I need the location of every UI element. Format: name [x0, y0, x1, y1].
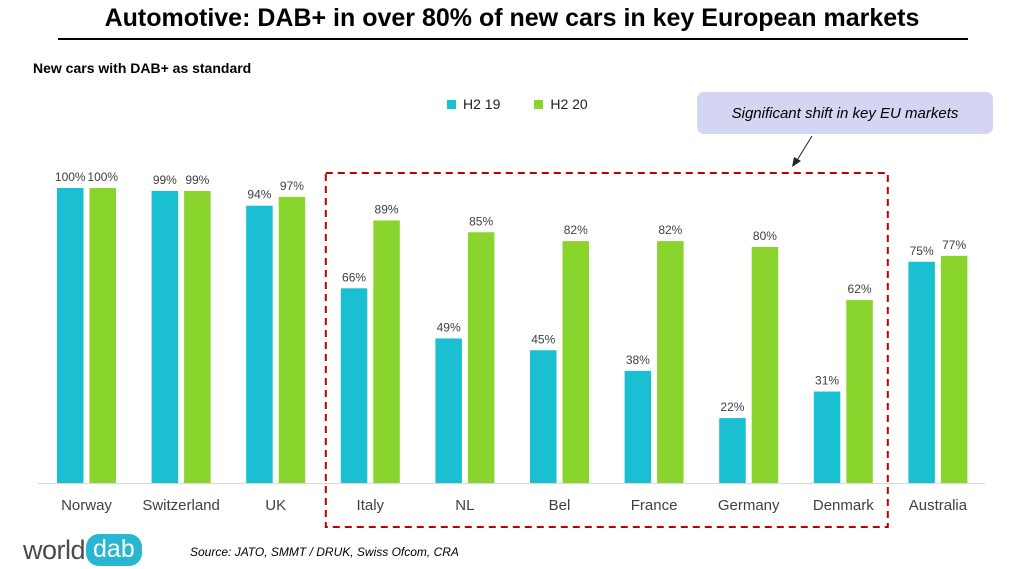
bar-france-h2-20	[657, 241, 684, 483]
bar-nl-h2-19	[435, 338, 462, 483]
data-label-germany-h2-20: 80%	[753, 229, 777, 243]
title-underline	[58, 38, 968, 40]
data-label-germany-h2-19: 22%	[720, 400, 744, 414]
x-tick-label-germany: Germany	[718, 497, 780, 514]
data-label-france-h2-19: 38%	[626, 353, 650, 367]
x-tick-label-uk: UK	[265, 497, 286, 514]
x-tick-label-australia: Australia	[909, 497, 968, 514]
bar-france-h2-19	[624, 370, 652, 483]
x-tick-label-italy: Italy	[357, 497, 385, 514]
data-label-bel-h2-20: 82%	[564, 223, 588, 237]
data-label-switzerland-h2-20: 99%	[185, 173, 209, 187]
data-label-italy-h2-19: 66%	[342, 270, 366, 284]
data-label-switzerland-h2-19: 99%	[153, 173, 177, 187]
legend-item-h2-19: H2 19	[447, 96, 500, 112]
logo-text-dab: dab	[86, 534, 142, 566]
bar-switzerland-h2-20	[184, 190, 211, 483]
callout-text: Significant shift in key EU markets	[731, 104, 959, 122]
bar-norway-h2-19	[57, 188, 84, 483]
x-tick-label-denmark: Denmark	[813, 497, 874, 514]
x-tick-label-nl: NL	[455, 497, 474, 514]
data-label-australia-h2-19: 75%	[910, 244, 934, 258]
legend-label-h2-20: H2 20	[550, 96, 588, 112]
highlight-region-box	[324, 172, 889, 528]
data-label-denmark-h2-20: 62%	[848, 282, 872, 296]
bar-switzerland-h2-19	[151, 190, 179, 483]
chart-subtitle: New cars with DAB+ as standard	[33, 60, 252, 76]
data-label-denmark-h2-19: 31%	[815, 374, 839, 388]
bar-italy-h2-19	[340, 288, 368, 483]
callout-arrow-line	[795, 135, 813, 163]
bar-australia-h2-20	[940, 255, 968, 483]
data-label-uk-h2-19: 94%	[247, 188, 271, 202]
bar-norway-h2-20	[89, 188, 116, 483]
chart-legend: H2 19 H2 20	[447, 96, 622, 112]
bar-australia-h2-19	[908, 261, 935, 483]
legend-swatch-h2-20	[534, 99, 544, 109]
legend-label-h2-19: H2 19	[463, 96, 501, 112]
data-label-norway-h2-19: 100%	[55, 170, 86, 184]
data-label-france-h2-20: 82%	[658, 223, 682, 237]
source-note: Source: JATO, SMMT / DRUK, Swiss Ofcom, …	[190, 545, 459, 559]
bar-germany-h2-19	[719, 418, 746, 483]
data-label-norway-h2-20: 100%	[87, 170, 118, 184]
bar-uk-h2-19	[246, 205, 273, 483]
legend-swatch-h2-19	[447, 99, 456, 109]
x-tick-label-france: France	[631, 497, 678, 514]
callout-arrow-head	[792, 157, 801, 167]
worlddab-logo: world dab	[23, 534, 142, 566]
data-label-uk-h2-20: 97%	[280, 179, 304, 193]
callout-box: Significant shift in key EU markets	[697, 92, 993, 134]
data-label-nl-h2-20: 85%	[469, 214, 493, 228]
bar-denmark-h2-20	[846, 300, 873, 483]
bar-uk-h2-20	[278, 196, 306, 483]
bar-bel-h2-20	[562, 241, 589, 483]
x-tick-label-switzerland: Switzerland	[142, 497, 220, 514]
page-title: Automotive: DAB+ in over 80% of new cars…	[104, 4, 920, 32]
x-tick-label-norway: Norway	[61, 497, 112, 514]
data-label-australia-h2-20: 77%	[942, 238, 966, 252]
data-label-nl-h2-19: 49%	[437, 320, 461, 334]
bar-bel-h2-19	[530, 350, 557, 483]
data-label-bel-h2-19: 45%	[531, 332, 555, 346]
bar-denmark-h2-19	[813, 391, 841, 483]
logo-text-world: world	[23, 534, 86, 565]
data-label-italy-h2-20: 89%	[375, 202, 399, 216]
x-tick-label-bel: Bel	[549, 497, 571, 514]
legend-item-h2-20: H2 20	[534, 96, 588, 112]
bar-nl-h2-20	[467, 232, 495, 483]
bar-italy-h2-20	[373, 220, 400, 483]
bar-germany-h2-20	[751, 247, 779, 483]
